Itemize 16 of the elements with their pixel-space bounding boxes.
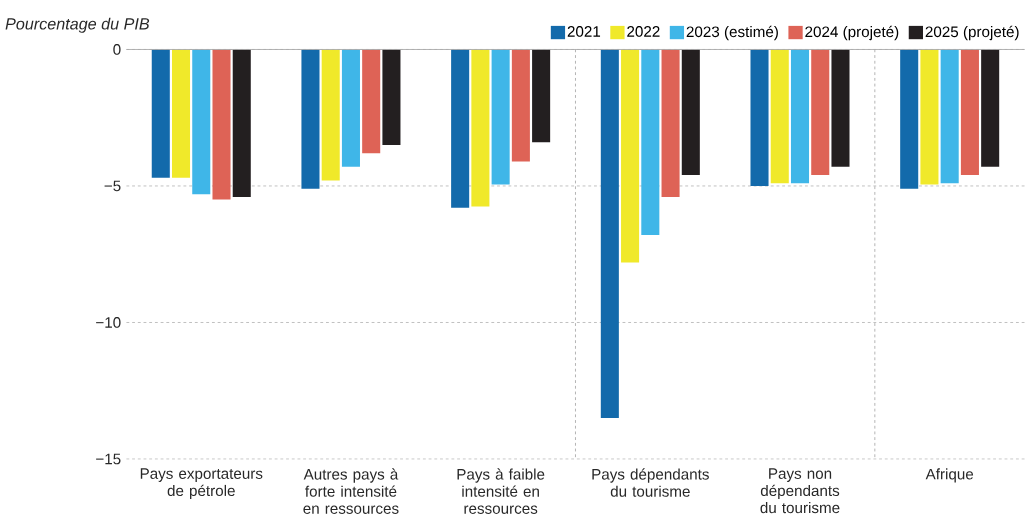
legend-label: 2025 (projeté)	[925, 25, 1019, 40]
y-tick-label: −15	[96, 453, 121, 465]
y-tick-label: −10	[96, 316, 121, 328]
x-tick-label: Pays non dépendants du tourisme	[760, 468, 840, 513]
legend-label: 2022	[627, 25, 660, 37]
y-tick-label: −5	[104, 180, 121, 192]
y-tick-label: 0	[113, 43, 121, 55]
x-tick-label: Autres pays à forte intensité en ressources	[303, 468, 399, 514]
legend-label: 2023 (estimé)	[686, 25, 778, 40]
y-axis-title: Pourcentage du PIB	[5, 17, 150, 33]
x-tick-label: Afrique	[925, 468, 974, 483]
x-tick-label: Pays dépendants du tourisme	[592, 468, 709, 497]
legend-label: 2024 (projeté)	[805, 25, 899, 40]
x-tick-label: Pays à faible intensité en ressources	[457, 468, 545, 514]
x-tick-label: Pays exportateurs de pétrole	[140, 468, 263, 499]
legend-label: 2021	[567, 25, 601, 37]
